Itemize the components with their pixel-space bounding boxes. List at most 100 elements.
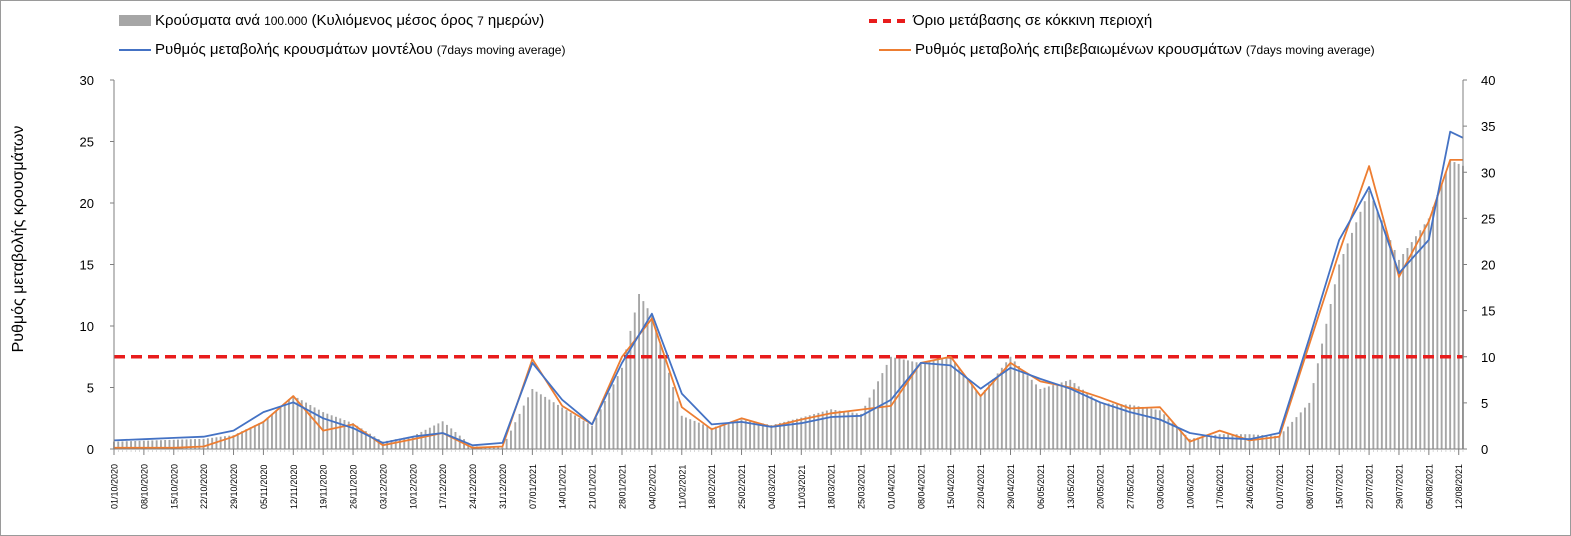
bar	[1287, 426, 1289, 449]
bar	[347, 421, 350, 449]
bar	[403, 437, 406, 449]
bar	[591, 425, 593, 449]
bar	[744, 420, 747, 449]
bar	[424, 429, 427, 449]
bar	[125, 441, 128, 449]
x-tick-label: 12/08/2021	[1454, 464, 1464, 509]
bar	[1342, 254, 1345, 449]
bar	[1261, 435, 1264, 449]
bar	[774, 424, 777, 449]
x-tick-label: 04/02/2021	[647, 464, 657, 509]
bar	[996, 373, 999, 449]
bar	[1039, 389, 1042, 449]
x-tick-label: 26/11/2020	[349, 465, 359, 509]
y-tick-label: 15	[80, 258, 94, 273]
bar	[510, 430, 512, 449]
bar	[1265, 435, 1268, 449]
bar	[1436, 195, 1439, 449]
bar	[437, 423, 440, 449]
bar	[663, 358, 666, 449]
bar	[582, 420, 585, 449]
bar	[189, 439, 192, 449]
bar	[732, 421, 734, 449]
bar	[749, 421, 751, 449]
bar	[804, 416, 807, 449]
bar	[373, 436, 376, 449]
x-tick-label: 15/07/2021	[1335, 464, 1345, 509]
legend-model-note: (7days moving average)	[436, 42, 566, 57]
bar	[565, 410, 568, 449]
bar	[753, 421, 756, 449]
bar	[1116, 403, 1119, 449]
bar	[907, 360, 909, 449]
bar	[740, 419, 743, 449]
bar	[1137, 406, 1140, 449]
bar	[1077, 386, 1080, 449]
bar	[1107, 403, 1110, 449]
bar	[962, 373, 965, 449]
bar	[266, 417, 269, 449]
legend-threshold: Όριο μετάβασης σε κόκκινη περιοχή	[869, 12, 1152, 29]
bar	[1440, 183, 1443, 449]
bar	[356, 425, 359, 449]
bar	[181, 439, 184, 449]
bar	[1385, 230, 1388, 449]
x-tick-label: 19/11/2020	[319, 465, 329, 509]
bar	[830, 409, 833, 449]
bar	[279, 406, 282, 449]
bar	[736, 420, 739, 449]
bar	[808, 415, 811, 449]
bar	[1146, 407, 1148, 449]
bar	[1351, 232, 1353, 449]
bar	[552, 402, 555, 449]
bar	[1158, 410, 1161, 449]
bar	[450, 428, 453, 449]
bar	[249, 427, 252, 449]
x-tick-label: 12/11/2020	[289, 465, 299, 509]
bar	[1321, 343, 1323, 449]
y-tick-label: 0	[87, 442, 94, 457]
bar	[975, 390, 978, 449]
bar	[1188, 438, 1191, 449]
axes-layer: 0 5 10 15 20 25 30 0 5 10 15 20 25 30 35 40 01/10/2020 08…	[80, 73, 1496, 509]
bar	[603, 401, 606, 449]
bar	[787, 420, 790, 449]
x-tick-label: 24/12/2020	[468, 464, 478, 509]
lines-layer	[113, 130, 1464, 449]
bar	[1056, 383, 1059, 449]
bar	[1176, 426, 1178, 449]
x-tick-label: 28/01/2021	[618, 464, 628, 509]
x-tick-label: 05/11/2020	[259, 465, 269, 509]
x-tick-label: 25/02/2021	[737, 464, 747, 509]
bar	[1210, 435, 1212, 449]
bar	[168, 439, 171, 449]
x-tick-label: 10/12/2020	[408, 464, 418, 509]
bar	[770, 425, 773, 449]
bar	[271, 413, 273, 449]
legend-bars-label-c: ημερών)	[487, 12, 545, 29]
legend-model-label: Ρυθμός μεταβολής κρουσμάτων μοντέλου	[155, 41, 433, 58]
bar	[1325, 323, 1328, 449]
bar	[236, 433, 239, 449]
bar	[1235, 434, 1238, 449]
bar	[902, 359, 905, 449]
legend-model: Ρυθμός μεταβολής κρουσμάτων μοντέλου (7d…	[119, 41, 565, 58]
bar	[1069, 379, 1072, 449]
legend-bars-note-b: 7	[477, 13, 484, 28]
bar	[599, 409, 602, 449]
bar	[650, 315, 653, 449]
bar	[296, 397, 299, 449]
bar	[407, 436, 410, 449]
x-tick-label: 13/05/2021	[1066, 464, 1076, 509]
bar	[1133, 405, 1136, 449]
bar	[1000, 367, 1003, 449]
bar	[1402, 254, 1405, 449]
bar	[1193, 438, 1195, 449]
bar	[1094, 399, 1097, 449]
bar	[1150, 408, 1153, 449]
bar	[343, 420, 346, 449]
y2-tick-label: 20	[1481, 258, 1495, 273]
bar	[954, 362, 956, 449]
bar	[988, 384, 990, 449]
